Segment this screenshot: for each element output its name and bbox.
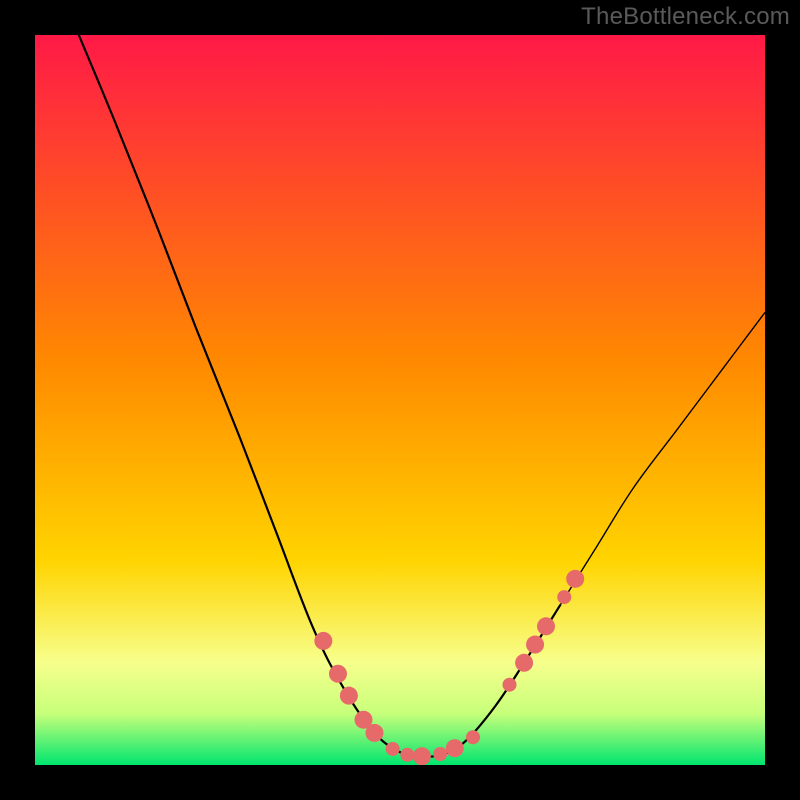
curve-marker <box>340 687 358 705</box>
curve-marker <box>365 724 383 742</box>
curve-marker <box>515 654 533 672</box>
curve-marker <box>386 742 400 756</box>
curve-marker <box>503 678 517 692</box>
curve-marker <box>329 665 347 683</box>
curve-marker <box>566 570 584 588</box>
curve-marker <box>413 747 431 765</box>
curve-marker <box>537 617 555 635</box>
chart-stage: TheBottleneck.com <box>0 0 800 800</box>
curve-marker <box>557 590 571 604</box>
curve-marker <box>400 748 414 762</box>
bottleneck-curve-chart <box>0 0 800 800</box>
curve-marker <box>433 747 447 761</box>
curve-marker <box>466 730 480 744</box>
curve-marker <box>526 636 544 654</box>
curve-marker <box>314 632 332 650</box>
chart-background-gradient <box>35 35 765 765</box>
curve-marker <box>446 739 464 757</box>
